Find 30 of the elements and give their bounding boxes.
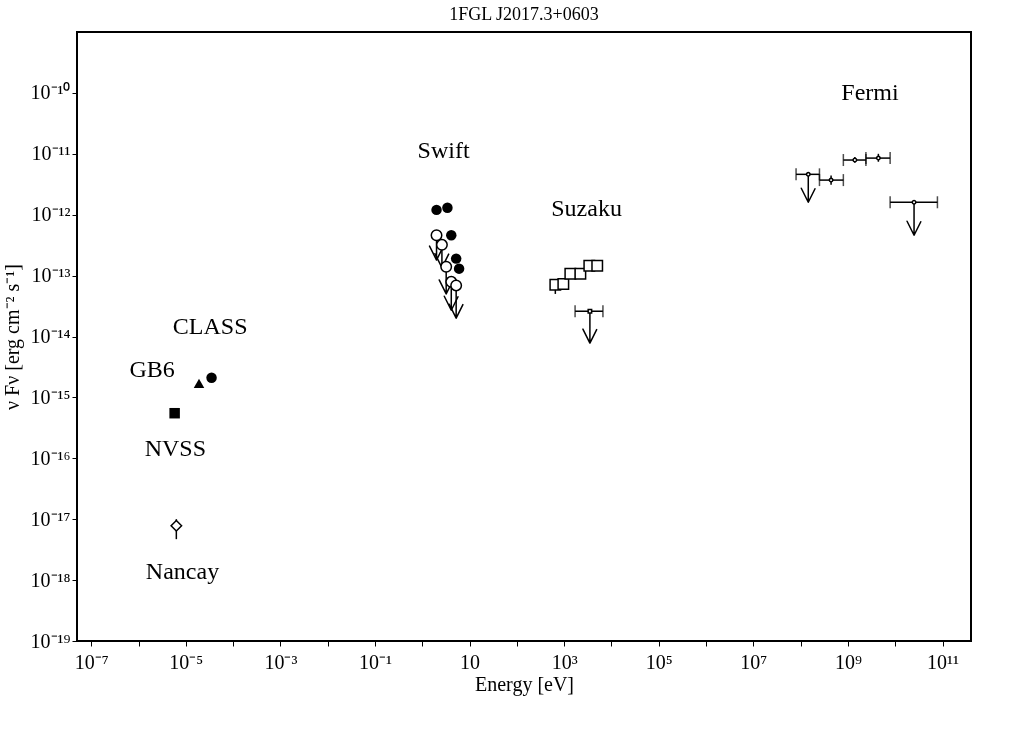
y-tick-label: 10⁻¹⁸ bbox=[30, 568, 71, 591]
x-tick-label: 10⁻⁷ bbox=[74, 650, 109, 673]
x-tick-label: 10³ bbox=[551, 650, 578, 673]
y-axis-title: ν Fν [erg cm⁻² s⁻¹] bbox=[0, 264, 24, 410]
y-tick-label: 10⁻¹⁹ bbox=[30, 629, 71, 652]
y-tick-label: 10⁻¹⁶ bbox=[30, 446, 71, 469]
y-tick-label: 10⁻¹⁴ bbox=[30, 325, 71, 347]
y-tick-label: 10⁻¹² bbox=[31, 203, 71, 226]
x-tick-label: 10¹¹ bbox=[927, 650, 960, 673]
x-axis-title: Energy [eV] bbox=[474, 672, 575, 696]
annotation: Swift bbox=[417, 136, 470, 163]
chart-title: 1FGL J2017.3+0603 bbox=[449, 4, 599, 24]
y-tick-label: 10⁻¹⁷ bbox=[30, 507, 71, 530]
annotation: Fermi bbox=[841, 78, 899, 105]
x-tick-label: 10⁹ bbox=[834, 650, 862, 673]
annotation: GB6 bbox=[129, 355, 175, 382]
annotation: CLASS bbox=[172, 313, 248, 340]
x-tick-label: 10⁻³ bbox=[264, 650, 298, 673]
x-tick-label: 10⁻⁵ bbox=[169, 650, 204, 673]
x-tick-label: 10⁻¹ bbox=[359, 650, 392, 673]
y-tick-label: 10⁻¹¹ bbox=[31, 142, 71, 165]
y-tick-label: 10⁻¹⁰ bbox=[30, 81, 71, 104]
annotation: Suzaku bbox=[551, 194, 622, 221]
x-tick-label: 10 bbox=[460, 650, 481, 673]
annotation: NVSS bbox=[144, 435, 207, 462]
y-tick-label: 10⁻¹³ bbox=[31, 264, 71, 287]
y-tick-label: 10⁻¹⁵ bbox=[30, 385, 71, 408]
annotation: Nancay bbox=[145, 558, 220, 585]
x-tick-label: 10⁷ bbox=[740, 650, 768, 673]
x-tick-label: 10⁵ bbox=[645, 650, 673, 673]
